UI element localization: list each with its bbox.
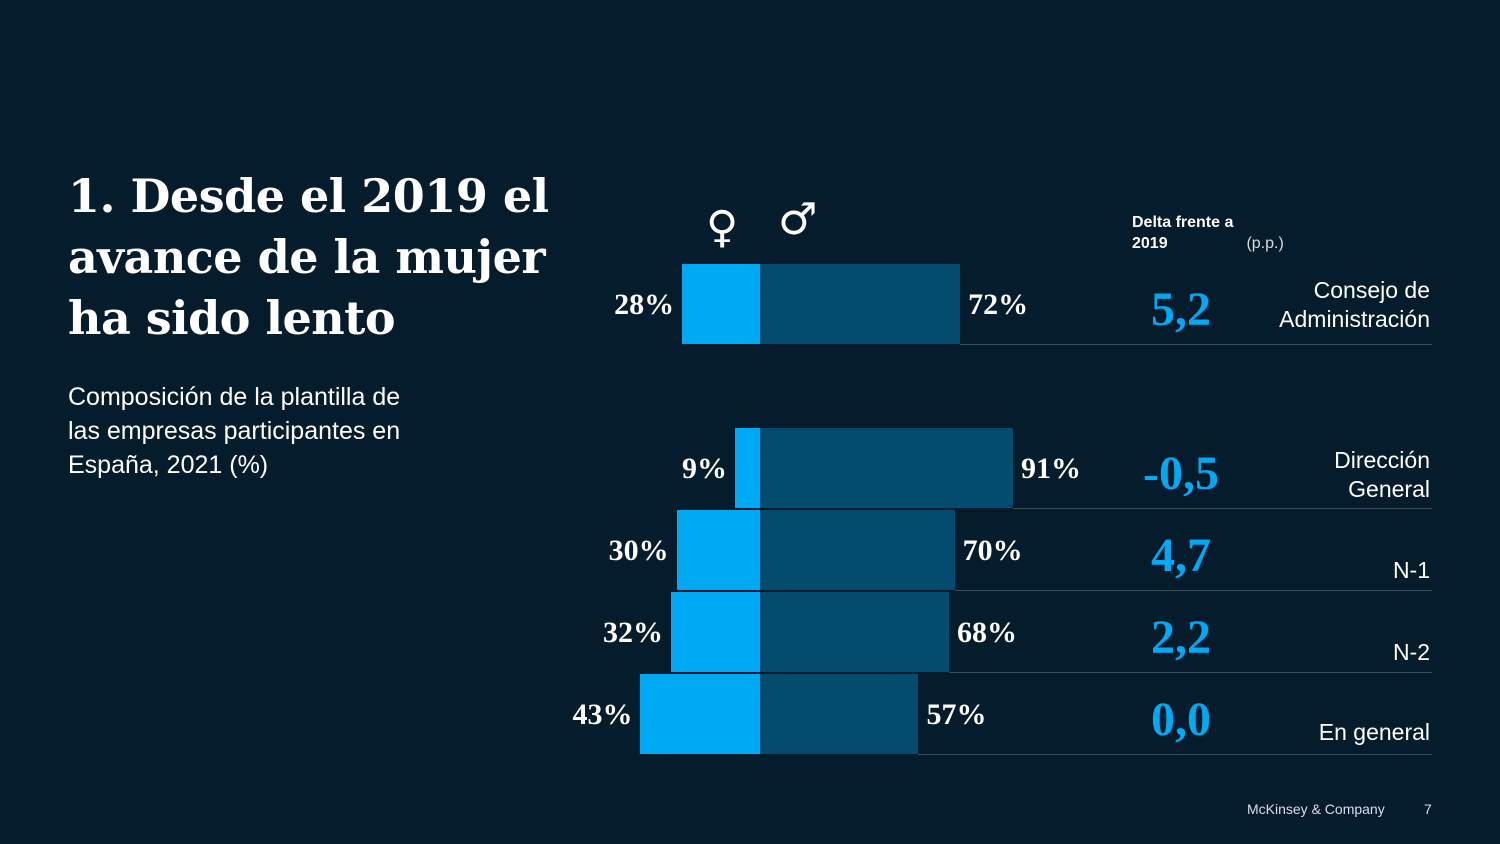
chart-subtitle: Composición de la plantilla de las empre…: [68, 383, 401, 479]
female-label: 28%: [614, 288, 675, 321]
row-divider: [954, 590, 1432, 591]
female-label: 32%: [603, 616, 664, 649]
male-bar: [760, 510, 955, 590]
female-label: 30%: [608, 534, 669, 567]
male-bar: [760, 674, 919, 754]
female-bar: [671, 592, 760, 672]
row-divider: [918, 754, 1432, 755]
row-divider: [960, 344, 1432, 345]
male-label: 91%: [1020, 452, 1081, 485]
female-bar: [676, 510, 760, 590]
male-bar: [760, 264, 961, 344]
male-symbol-icon: ♂: [778, 194, 818, 245]
delta-header-label: Delta frente a 2019: [1132, 214, 1234, 252]
female-bar: [734, 428, 760, 508]
male-label: 68%: [957, 616, 1018, 649]
delta-value: 0,0: [1151, 693, 1211, 746]
delta-header: Delta frente a 2019 (p.p.): [1132, 212, 1284, 254]
footer-company: McKinsey & Company: [1247, 801, 1385, 817]
delta-header-unit: (p.p.): [1246, 235, 1284, 252]
female-bar: [682, 264, 760, 344]
male-label: 72%: [968, 288, 1029, 321]
male-bar: [760, 592, 950, 672]
male-label: 70%: [962, 534, 1023, 567]
category-label: N-2: [1392, 639, 1430, 665]
row-divider: [1012, 508, 1432, 509]
delta-value: 4,7: [1151, 529, 1211, 582]
category-label: N-1: [1392, 557, 1430, 583]
delta-value: -0,5: [1143, 447, 1219, 500]
female-bar: [640, 674, 760, 754]
male-label: 57%: [926, 698, 987, 731]
category-label: En general: [1318, 719, 1430, 745]
category-label: Consejo de Administración: [1279, 277, 1430, 332]
delta-value: 5,2: [1151, 283, 1211, 336]
row-divider: [949, 672, 1432, 673]
category-label: Dirección General: [1334, 447, 1430, 502]
male-bar: [760, 428, 1013, 508]
slide-title: 1. Desde el 2019 el avance de la mujer h…: [68, 169, 549, 345]
delta-value: 2,2: [1151, 611, 1211, 664]
female-symbol-icon: ♀: [706, 202, 739, 253]
female-label: 9%: [681, 452, 727, 485]
page-number: 7: [1424, 801, 1432, 817]
female-label: 43%: [572, 698, 633, 731]
